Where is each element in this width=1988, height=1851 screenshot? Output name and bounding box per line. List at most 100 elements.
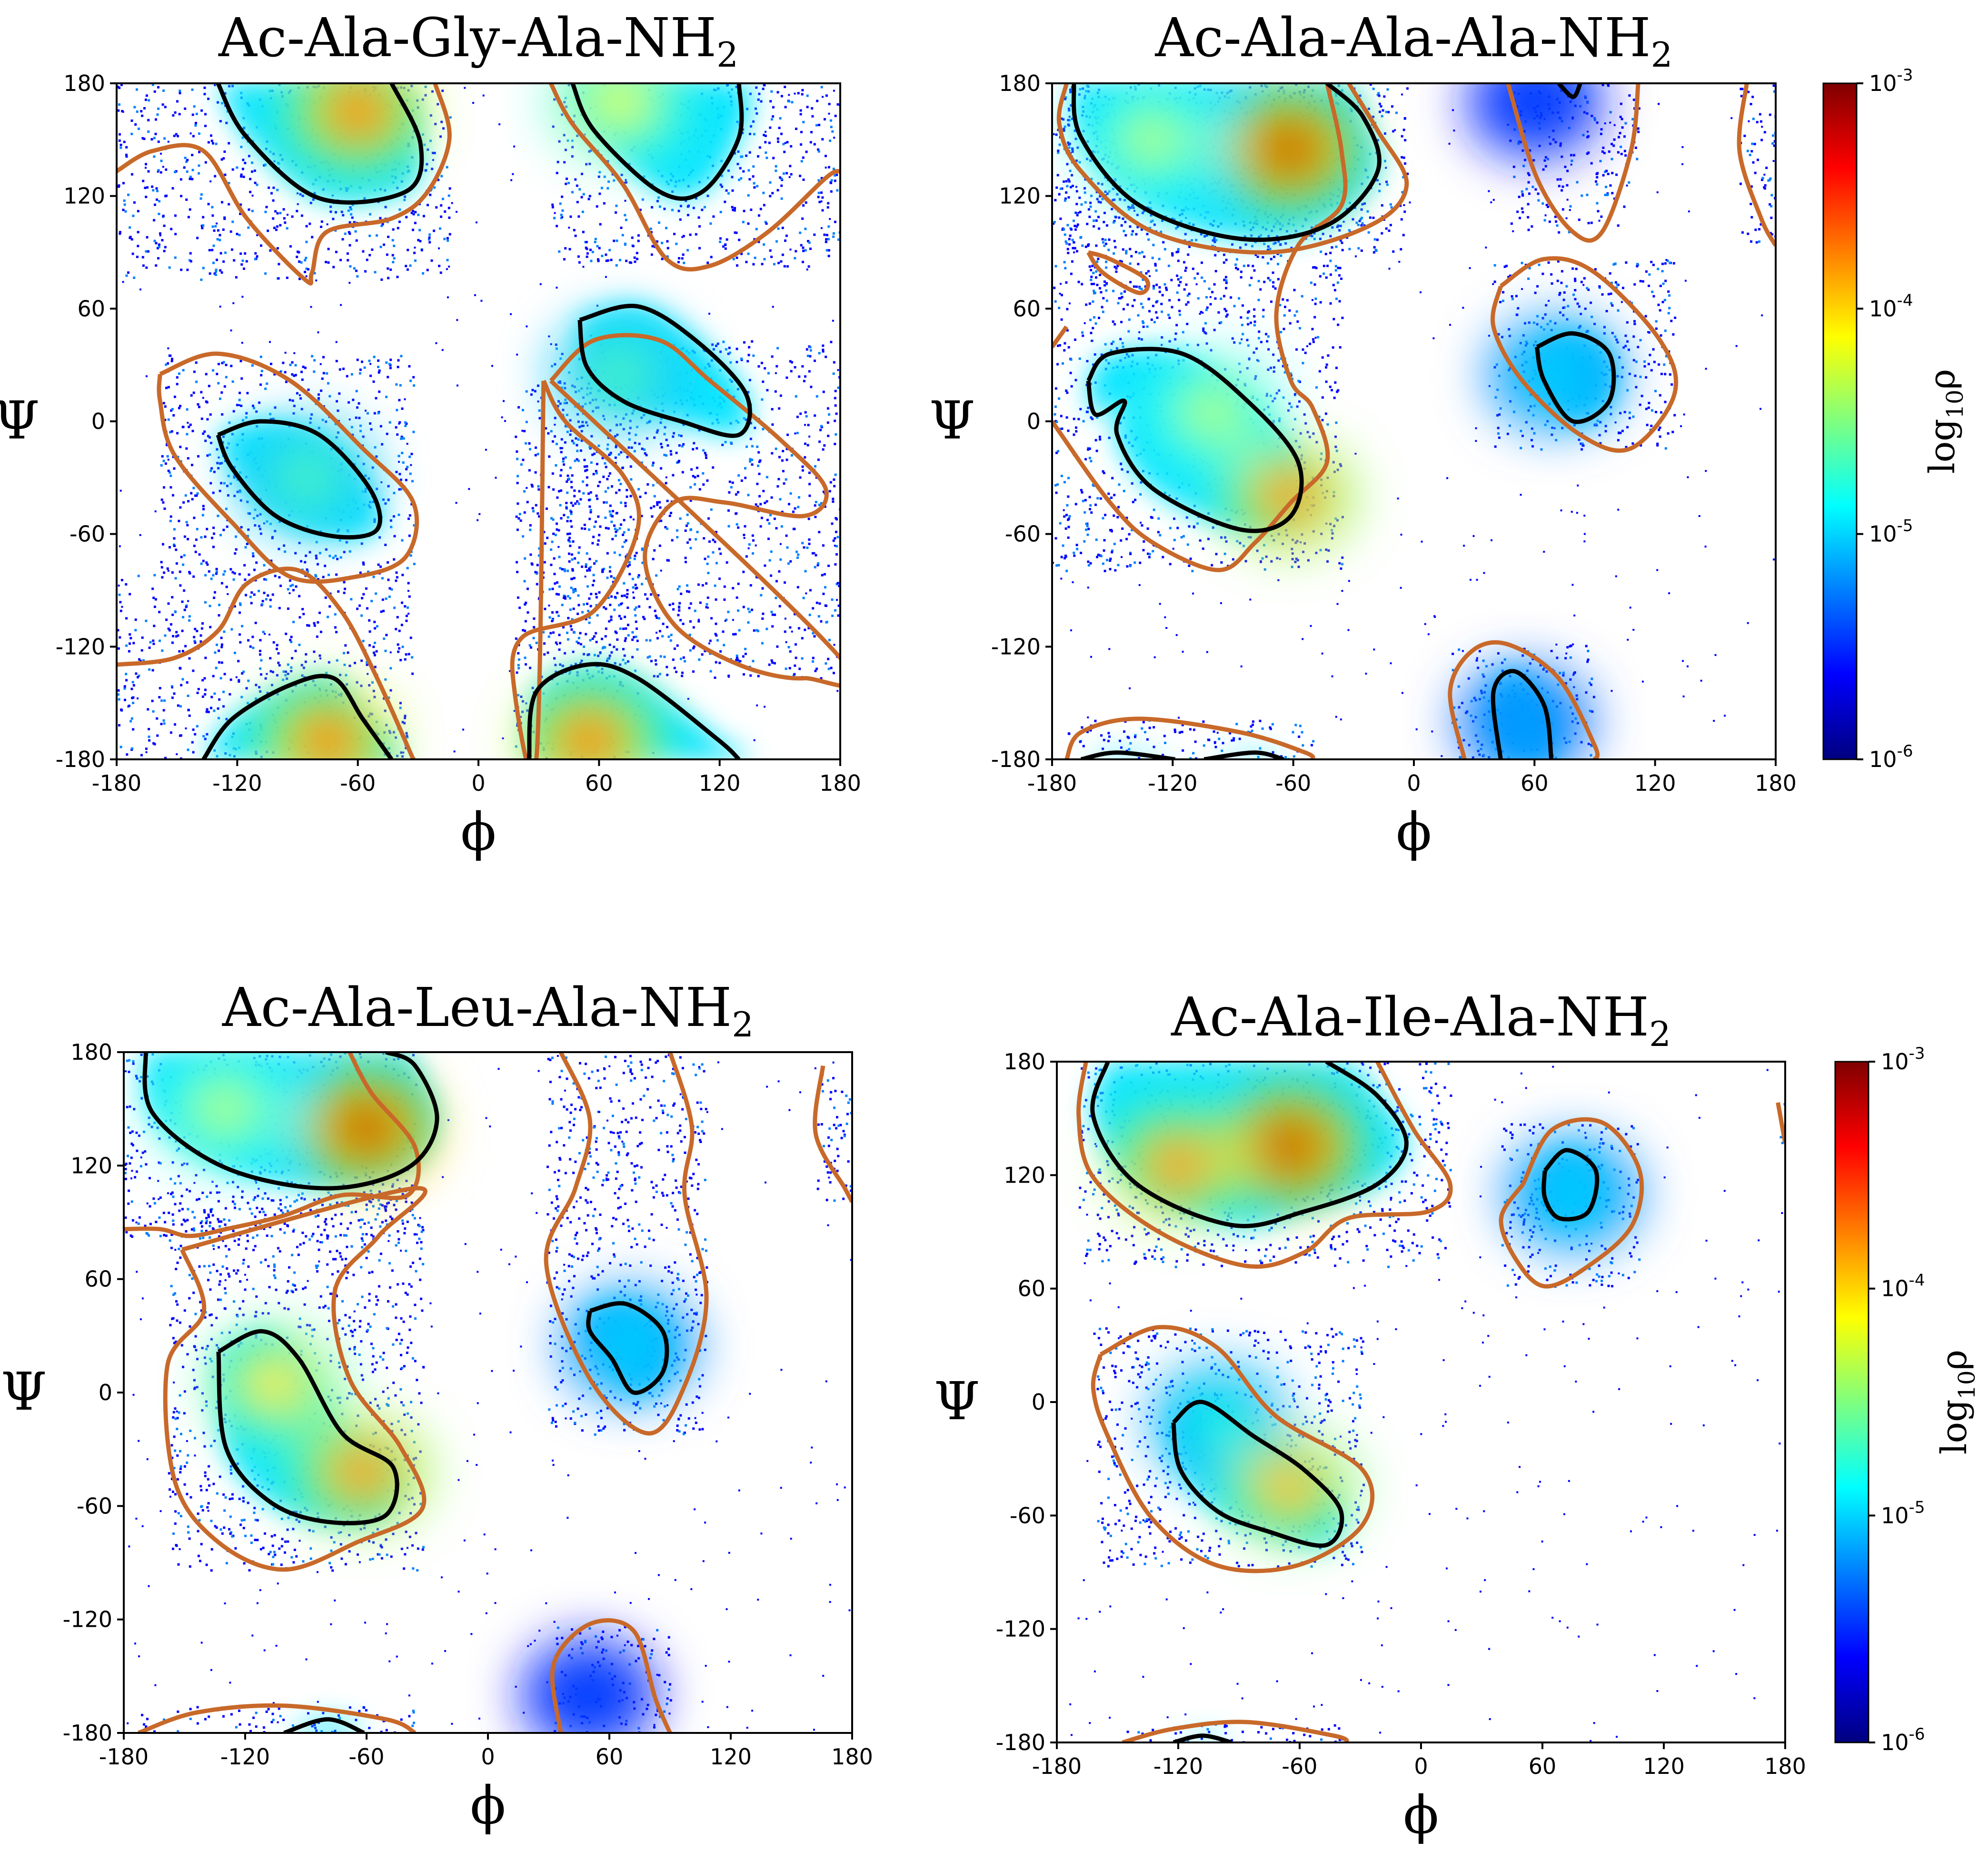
outer-contour-6 xyxy=(1737,83,1776,247)
x-tick-label: 0 xyxy=(471,770,485,796)
outer-contour-3 xyxy=(1052,83,1348,572)
y-tick-label: 120 xyxy=(1004,1162,1045,1188)
y-tick-label: 0 xyxy=(99,1380,112,1405)
x-tick-label: -60 xyxy=(348,1744,384,1770)
contours xyxy=(117,83,840,759)
y-tick-label: 120 xyxy=(63,183,105,209)
y-tick-label: 120 xyxy=(999,183,1041,209)
y-tick-label: -180 xyxy=(63,1720,112,1746)
colorbar-tick-label: 10-5 xyxy=(1881,1498,1925,1528)
y-tick-label: -180 xyxy=(56,746,105,772)
y-tick-label: -60 xyxy=(1010,1503,1045,1528)
panel-title: Ac-Ala-Ile-Ala-NH2 xyxy=(1171,986,1671,1054)
peak-core-7 xyxy=(1498,83,1571,133)
phi-psi-panel-3: -180 -120 -60 0 60 120 180180120600-60-120-180… xyxy=(1,977,873,1836)
y-tick-label: 120 xyxy=(70,1153,112,1178)
outer-contour-5 xyxy=(1506,83,1640,243)
colorbar-tick-label: 10-3 xyxy=(1881,1044,1925,1075)
peak-core-5 xyxy=(291,710,364,759)
x-axis-label: ϕ xyxy=(1403,1784,1439,1845)
peak-core-6 xyxy=(553,1664,626,1726)
panel-title: Ac-Ala-Leu-Ala-NH2 xyxy=(222,977,754,1045)
panel-title-subscript: 2 xyxy=(1649,1014,1671,1054)
outer-contour-6 xyxy=(138,1703,417,1733)
x-tick-label: 60 xyxy=(585,770,613,796)
axis-ticks: -180 -120 -60 0 60 120 180 180 120 60 0 -60 -120 -180 xyxy=(991,70,1797,796)
y-axis-label: Ψ xyxy=(0,390,40,451)
colorbar-tick-label: 10-6 xyxy=(1881,1725,1925,1755)
peak-core-2 xyxy=(583,83,656,133)
x-tick-label: 60 xyxy=(1521,770,1549,796)
colorbar-tick-label: 10-6 xyxy=(1869,742,1913,772)
inner-contour-1 xyxy=(1090,1062,1409,1228)
x-tick-label: -180 xyxy=(1027,770,1077,796)
peak-core-4 xyxy=(1253,1456,1326,1518)
y-tick-label: 180 xyxy=(63,70,105,96)
y-tick-label: 0 xyxy=(91,408,105,434)
y-tick-label: -60 xyxy=(70,521,105,547)
outer-contour-5 xyxy=(550,1618,672,1733)
outer-contour-5 xyxy=(510,379,641,759)
panel-title-main: Ac-Ala-Ala-Ala-NH xyxy=(1155,7,1651,69)
colorbar-tick-label: 10-3 xyxy=(1869,66,1913,96)
outer-contour-1 xyxy=(124,1052,421,1238)
y-tick-label: 0 xyxy=(1032,1389,1045,1415)
outer-contour-4 xyxy=(549,333,840,688)
x-tick-label: 120 xyxy=(699,770,741,796)
axis-ticks: -180 -120 -60 0 60 120 180 180 120 60 0 -60 -120 -180 xyxy=(56,70,861,796)
outer-contour-3 xyxy=(1091,1324,1375,1573)
x-tick-label: 180 xyxy=(831,1744,873,1770)
x-tick-label: -60 xyxy=(1282,1753,1317,1779)
colorbar-tick-label: 10-4 xyxy=(1869,291,1913,321)
y-tick-label: 180 xyxy=(70,1039,112,1065)
x-tick-label: -180 xyxy=(1032,1753,1082,1779)
panel-title-subscript: 2 xyxy=(1651,35,1673,75)
outer-contour-9 xyxy=(1448,640,1600,759)
y-tick-label: -180 xyxy=(991,746,1041,772)
panel-title: Ac-Ala-Ala-Ala-NH2 xyxy=(1155,7,1673,75)
peak-core-4 xyxy=(326,1441,399,1503)
density-map xyxy=(1052,83,1776,759)
peak-core-5 xyxy=(1518,344,1591,405)
x-tick-label: -60 xyxy=(340,770,376,796)
y-tick-label: -120 xyxy=(991,634,1041,659)
y-axis-label: Ψ xyxy=(929,390,975,451)
inner-contour-1 xyxy=(142,1052,439,1191)
inner-contour-1 xyxy=(1071,83,1382,242)
outer-contour-8 xyxy=(1064,717,1315,759)
peak-core-6 xyxy=(553,710,626,759)
inner-contour-6 xyxy=(1080,750,1175,759)
x-tick-label: -60 xyxy=(1275,770,1311,796)
colorbar: 10-3 10-4 10-5 10-6 log10ρ xyxy=(1822,66,1968,772)
panel-title-main: Ac-Ala-Leu-Ala-NH xyxy=(222,977,732,1039)
x-tick-label: 180 xyxy=(1755,770,1797,796)
density-map xyxy=(124,1052,852,1733)
inner-contour-2 xyxy=(1086,347,1304,533)
colorbar-tick-label: 10-5 xyxy=(1869,517,1913,547)
y-tick-label: 180 xyxy=(1004,1049,1045,1075)
x-axis-label: ϕ xyxy=(461,801,497,862)
x-tick-label: 0 xyxy=(481,1744,495,1770)
x-tick-label: 60 xyxy=(1529,1753,1557,1779)
outer-contour-2 xyxy=(548,83,840,272)
panel-title: Ac-Ala-Gly-Ala-NH2 xyxy=(218,7,738,75)
x-tick-label: 60 xyxy=(596,1744,624,1770)
density-map xyxy=(1057,1062,1785,1742)
outer-contour-1 xyxy=(1076,1062,1453,1269)
colorbar-label: log10ρ xyxy=(1934,1350,1980,1454)
inner-contour-2 xyxy=(1541,1148,1600,1222)
y-axis-label: Ψ xyxy=(1,1361,47,1422)
contours xyxy=(1076,1062,1785,1742)
x-tick-label: -180 xyxy=(99,1744,149,1770)
outer-contour-4 xyxy=(1491,256,1679,453)
peak-core-1 xyxy=(1253,119,1326,179)
inner-contour-3 xyxy=(586,1301,669,1395)
inner-contour-3 xyxy=(1534,331,1616,424)
outer-contour-2 xyxy=(1499,1117,1644,1289)
phi-psi-panel-1: -180 -120 -60 0 60 120 180180120600-60-120-180… xyxy=(0,7,861,862)
x-tick-label: -120 xyxy=(1153,1753,1203,1779)
y-tick-label: -180 xyxy=(996,1730,1045,1755)
peak-core-3 xyxy=(271,447,344,508)
peak-core-1 xyxy=(330,1097,403,1159)
